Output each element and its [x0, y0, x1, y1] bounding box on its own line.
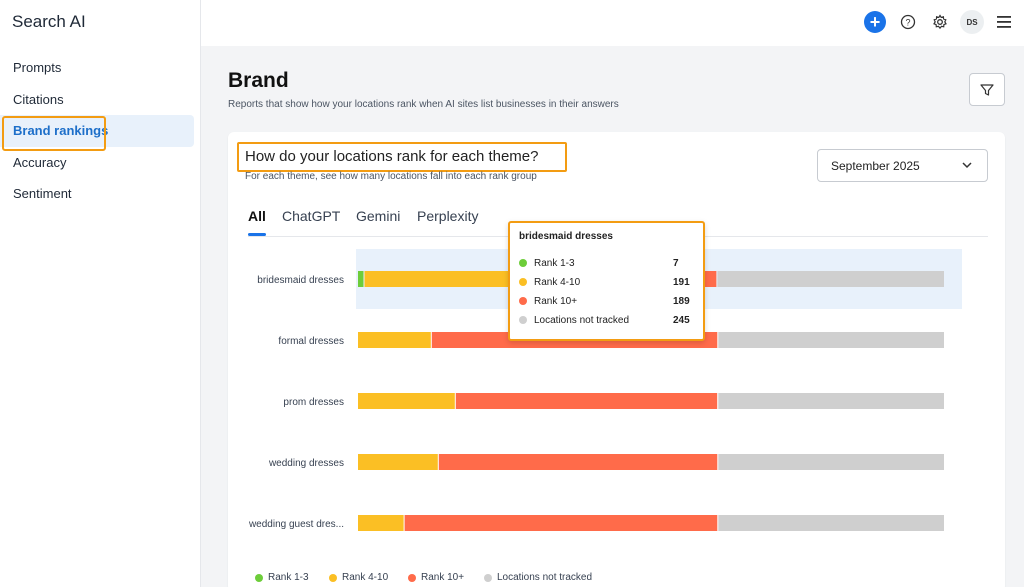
bar-segment[interactable] [718, 454, 944, 470]
category-label: prom dresses [283, 397, 344, 408]
legend-item-rank-4-10: Rank 4-10 [329, 572, 388, 583]
bar-segment[interactable] [364, 271, 541, 287]
tooltip-label: Locations not tracked [534, 314, 630, 326]
month-select-value: September 2025 [831, 158, 920, 173]
tooltip-label: Rank 10+ [534, 295, 578, 307]
tab-gemini[interactable]: Gemini [356, 208, 401, 224]
tooltip-dot [519, 316, 527, 324]
legend-dot [408, 573, 416, 582]
page-title: Brand [228, 69, 289, 92]
bar-segment[interactable] [718, 332, 944, 348]
bar-segment[interactable] [358, 454, 438, 470]
tooltip-label: Rank 4-10 [534, 276, 581, 288]
legend-label: Rank 4-10 [342, 572, 389, 583]
card-subtitle: For each theme, see how many locations f… [245, 171, 537, 182]
sidebar-item-prompts[interactable]: Prompts [13, 60, 62, 75]
sidebar: Search AI Prompts Citations Brand rankin… [0, 0, 201, 587]
avatar[interactable]: DS [960, 10, 984, 34]
chevron-down-icon [962, 162, 972, 169]
legend-label: Locations not tracked [497, 572, 593, 583]
category-label: bridesmaid dresses [257, 275, 344, 286]
tooltip-value: 189 [673, 295, 690, 307]
bar-segment[interactable] [358, 332, 431, 348]
legend-label: Rank 1-3 [268, 572, 309, 583]
bar-segment[interactable] [718, 515, 944, 531]
category-label: formal dresses [278, 336, 344, 347]
tooltip-row: Rank 4-10 191 [519, 275, 697, 289]
bar-segment[interactable] [455, 393, 718, 409]
svg-text:?: ? [905, 18, 910, 28]
rank-card: How do your locations rank for each them… [228, 132, 1005, 587]
chart-tooltip: bridesmaid dresses Rank 1-3 7 Rank 4-10 … [508, 221, 705, 341]
tooltip-title: bridesmaid dresses [519, 231, 613, 242]
sidebar-item-sentiment[interactable]: Sentiment [13, 186, 72, 201]
sidebar-nav: Prompts Citations Brand rankings Accurac… [0, 52, 201, 210]
legend-item-rank-10-plus: Rank 10+ [408, 572, 464, 583]
sidebar-item-citations[interactable]: Citations [13, 91, 64, 107]
bar-segment[interactable] [438, 454, 718, 470]
title-highlight [237, 142, 567, 172]
bar-segment[interactable] [717, 271, 944, 287]
tooltip-value: 191 [673, 276, 690, 288]
tooltip-dot [519, 278, 527, 286]
month-select[interactable]: September 2025 [817, 149, 988, 182]
filter-icon [980, 83, 994, 96]
tooltip-dot [519, 259, 527, 267]
rank-chart: bridesmaid dresses formal dresses prom dre… [248, 249, 962, 531]
gear-icon[interactable] [929, 11, 951, 33]
filter-button[interactable] [969, 73, 1005, 106]
legend-dot [484, 573, 492, 582]
bar-segment[interactable] [358, 515, 404, 531]
menu-icon[interactable] [993, 11, 1015, 33]
legend-label: Rank 10+ [421, 572, 465, 583]
bar-segment[interactable] [718, 393, 944, 409]
card-title: How do your locations rank for each them… [245, 148, 539, 165]
tooltip-dot [519, 297, 527, 305]
plus-icon[interactable]: + [864, 11, 886, 33]
sidebar-item-brand-rankings[interactable]: Brand rankings [0, 115, 194, 151]
top-bar: + ? DS [201, 0, 1024, 46]
sidebar-item-accuracy[interactable]: Accuracy [13, 154, 67, 170]
tooltip-row: Rank 10+ 189 [519, 294, 697, 308]
legend-item-not-tracked: Locations not tracked [484, 572, 592, 583]
bar-segment[interactable] [358, 393, 455, 409]
tooltip-row: Locations not tracked 245 [519, 313, 697, 327]
bar-segment[interactable] [404, 515, 718, 531]
tooltip-label: Rank 1-3 [534, 257, 575, 269]
tooltip-row: Rank 1-3 7 [519, 256, 697, 270]
page-subtitle: Reports that show how your locations ran… [228, 99, 619, 110]
category-label: wedding guest dres... [248, 519, 344, 530]
tab-perplexity[interactable]: Perplexity [417, 208, 479, 224]
tab-chatgpt[interactable]: ChatGPT [282, 208, 341, 224]
legend-item-rank-1-3: Rank 1-3 [255, 572, 309, 583]
legend-dot [329, 573, 337, 582]
tab-all[interactable]: All [248, 208, 266, 224]
app-title: Search AI [12, 12, 86, 31]
tab-underline [248, 233, 266, 236]
help-icon[interactable]: ? [897, 11, 919, 33]
bar-segment[interactable] [358, 271, 364, 287]
legend-dot [255, 573, 263, 582]
tooltip-value: 7 [673, 257, 679, 269]
category-label: wedding dresses [268, 458, 344, 469]
tooltip-value: 245 [673, 314, 690, 326]
